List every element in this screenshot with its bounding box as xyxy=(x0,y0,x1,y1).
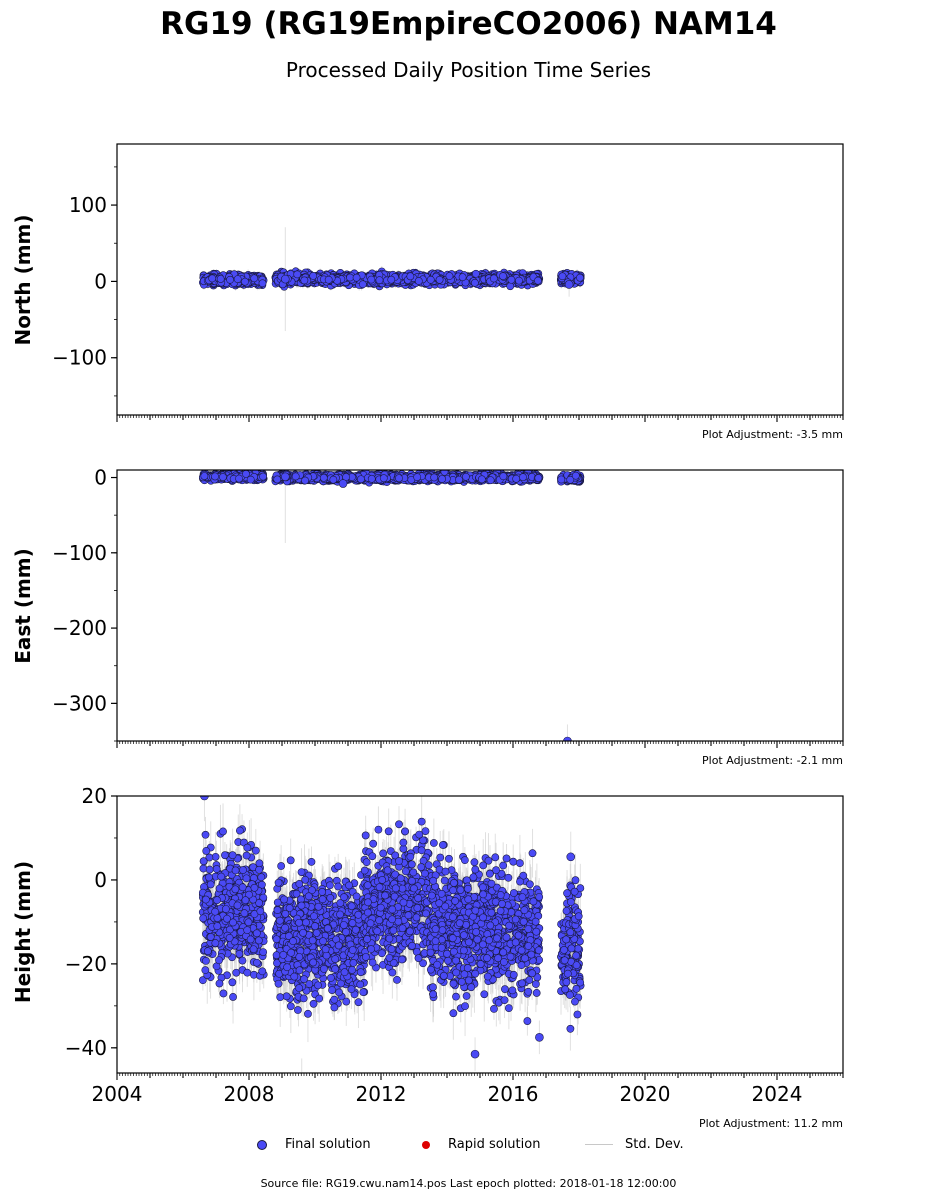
chart-title: RG19 (RG19EmpireCO2006) NAM14 xyxy=(160,6,777,42)
data-point xyxy=(241,277,249,286)
data-point xyxy=(233,275,242,284)
data-point xyxy=(250,274,259,283)
data-point xyxy=(208,274,217,283)
north-data xyxy=(199,227,585,332)
data-point xyxy=(258,279,267,288)
chart-subtitle: Processed Daily Position Time Series xyxy=(285,58,652,82)
data-point xyxy=(216,275,225,283)
data-point xyxy=(226,275,234,284)
